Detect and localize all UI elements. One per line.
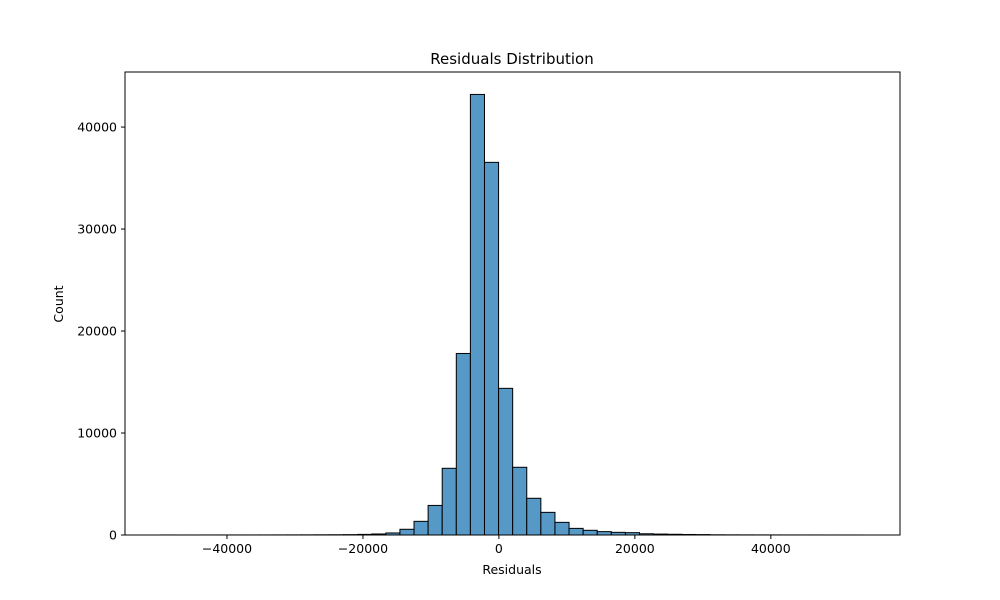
x-axis: −40000 −20000 0 20000 40000 — [202, 535, 791, 556]
histogram-bar — [427, 504, 443, 536]
histogram-bar — [512, 466, 528, 536]
y-tick-label: 10000 — [77, 426, 117, 441]
histogram-bar — [540, 511, 556, 536]
histogram-bar — [526, 497, 542, 536]
x-tick-label: 40000 — [751, 541, 791, 556]
x-tick-label: −40000 — [202, 541, 252, 556]
histogram-bar — [596, 531, 612, 536]
histogram-bar — [469, 93, 485, 536]
y-tick-label: 0 — [109, 528, 117, 543]
histogram-bar — [582, 529, 598, 536]
bars — [159, 93, 866, 536]
x-axis-label: Residuals — [482, 562, 541, 577]
x-tick-label: −20000 — [338, 541, 388, 556]
x-tick-label: 20000 — [615, 541, 655, 556]
histogram-bar — [441, 467, 457, 536]
y-tick-label: 20000 — [77, 324, 117, 339]
histogram-bar — [498, 387, 514, 536]
y-axis-label: Count — [51, 285, 66, 322]
x-tick-label: 0 — [495, 541, 503, 556]
histogram-bar — [554, 521, 570, 536]
histogram-bar — [568, 527, 584, 536]
y-tick-label: 40000 — [77, 120, 117, 135]
histogram-bar — [455, 352, 471, 536]
chart-title: Residuals Distribution — [430, 50, 593, 68]
y-tick-label: 30000 — [77, 222, 117, 237]
histogram-bar — [483, 161, 500, 536]
histogram-bar — [399, 528, 415, 536]
y-axis: 0 10000 20000 30000 40000 — [77, 120, 125, 543]
plot-frame — [124, 71, 901, 536]
histogram-bar — [413, 520, 429, 536]
